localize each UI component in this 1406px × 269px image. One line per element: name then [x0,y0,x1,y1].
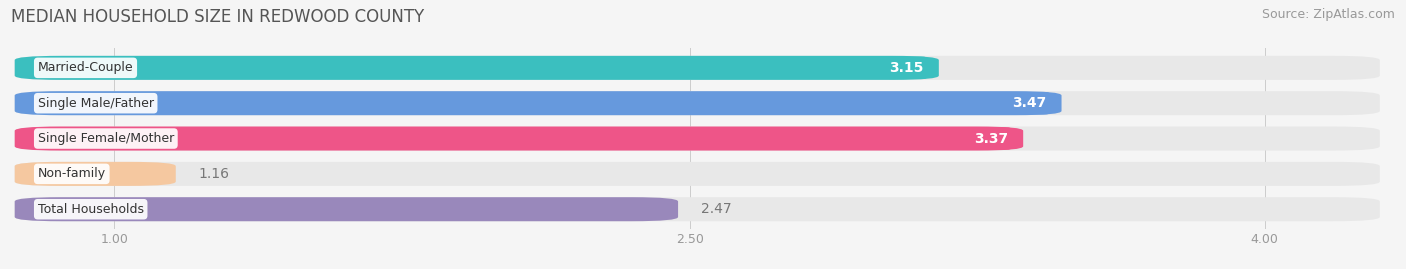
FancyBboxPatch shape [14,91,1062,115]
FancyBboxPatch shape [14,197,678,221]
FancyBboxPatch shape [14,162,176,186]
Text: MEDIAN HOUSEHOLD SIZE IN REDWOOD COUNTY: MEDIAN HOUSEHOLD SIZE IN REDWOOD COUNTY [11,8,425,26]
FancyBboxPatch shape [14,126,1024,151]
FancyBboxPatch shape [14,126,1379,151]
Text: Married-Couple: Married-Couple [38,61,134,74]
FancyBboxPatch shape [14,91,1379,115]
FancyBboxPatch shape [14,162,1379,186]
Text: 3.37: 3.37 [974,132,1008,146]
Text: 3.47: 3.47 [1012,96,1046,110]
Text: 3.15: 3.15 [889,61,924,75]
Text: Single Male/Father: Single Male/Father [38,97,153,110]
Text: Total Households: Total Households [38,203,143,216]
Text: 2.47: 2.47 [702,202,731,216]
Text: Non-family: Non-family [38,167,105,180]
Text: Source: ZipAtlas.com: Source: ZipAtlas.com [1261,8,1395,21]
Text: Single Female/Mother: Single Female/Mother [38,132,174,145]
Text: 1.16: 1.16 [198,167,229,181]
FancyBboxPatch shape [14,197,1379,221]
FancyBboxPatch shape [14,56,939,80]
FancyBboxPatch shape [14,56,1379,80]
